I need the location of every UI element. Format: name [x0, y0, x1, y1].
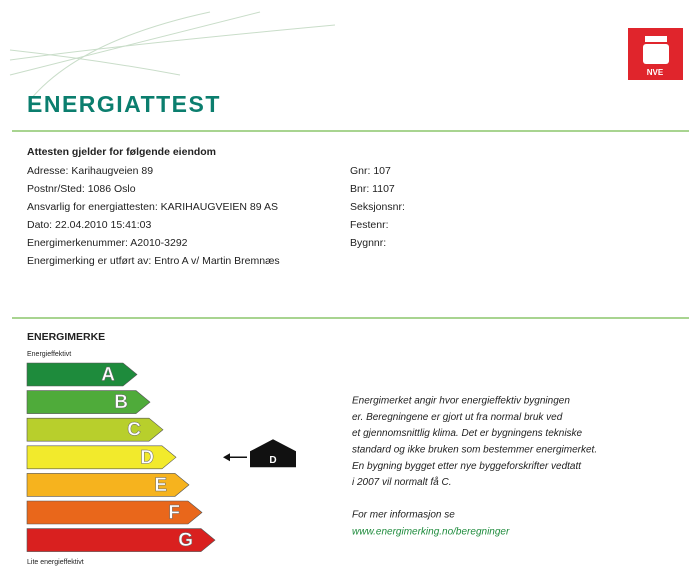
- grade-bar: [26, 445, 177, 470]
- description-line: er. Beregningene er gjort ut fra normal …: [352, 412, 563, 423]
- grade-bar: [26, 417, 164, 442]
- property-line: Bnr: 1107: [350, 183, 395, 195]
- description-line: standard og ikke bruken som bestemmer en…: [352, 445, 597, 456]
- grade-bar: [26, 390, 151, 414]
- link[interactable]: www.energimerking.no/beregninger: [352, 527, 510, 538]
- grade-letter: B: [114, 392, 128, 413]
- indicator-letter: D: [269, 455, 276, 466]
- grade-letter: D: [140, 447, 154, 468]
- description-line: et gjennomsnittlig klima. Det er bygning…: [352, 428, 583, 439]
- bottom-label: Lite energieffektivt: [27, 559, 84, 566]
- grade-bar: [26, 528, 216, 552]
- property-line: Dato: 22.04.2010 15:41:03: [27, 219, 152, 231]
- property-heading: Attesten gjelder for følgende eiendom: [27, 146, 216, 158]
- grade-letter: G: [178, 530, 193, 551]
- description-line: En bygning bygget etter nye byggeforskri…: [352, 461, 582, 472]
- property-line: Ansvarlig for energiattesten: KARIHAUGVE…: [27, 201, 278, 213]
- property-line: Bygnnr:: [350, 237, 386, 249]
- property-line: Energimerking er utført av: Entro A v/ M…: [27, 255, 280, 267]
- grade-letter: F: [168, 503, 180, 524]
- top-label: Energieffektivt: [27, 351, 71, 358]
- property-line: Seksjonsnr:: [350, 201, 405, 213]
- grade-letter: A: [101, 365, 115, 386]
- decorative-curves: [9, 11, 336, 101]
- grade-letter: C: [127, 420, 141, 441]
- grade-bar: [26, 362, 138, 387]
- grade-bar: [26, 473, 190, 497]
- property-line: Postnr/Sted: 1086 Oslo: [27, 183, 136, 195]
- property-line: Festenr:: [350, 219, 389, 231]
- more-info: For mer informasjon se: [352, 510, 455, 521]
- property-line: Gnr: 107: [350, 165, 391, 177]
- logo-emblem: [643, 36, 669, 64]
- indicator-arrowhead: [223, 453, 230, 462]
- title: ENERGIATTEST: [27, 91, 221, 117]
- property-line: Adresse: Karihaugveien 89: [27, 165, 153, 177]
- grade-bar: [26, 500, 203, 525]
- description-line: i 2007 vil normalt få C.: [352, 476, 452, 488]
- grade-letter: E: [154, 475, 167, 496]
- logo-text: NVE: [647, 68, 664, 77]
- description-line: Energimerket angir hvor energieffektiv b…: [352, 396, 570, 407]
- indicator-house: [250, 439, 296, 468]
- property-line: Energimerkenummer: A2010-3292: [27, 237, 188, 249]
- energimerke-heading: ENERGIMERKE: [27, 331, 105, 343]
